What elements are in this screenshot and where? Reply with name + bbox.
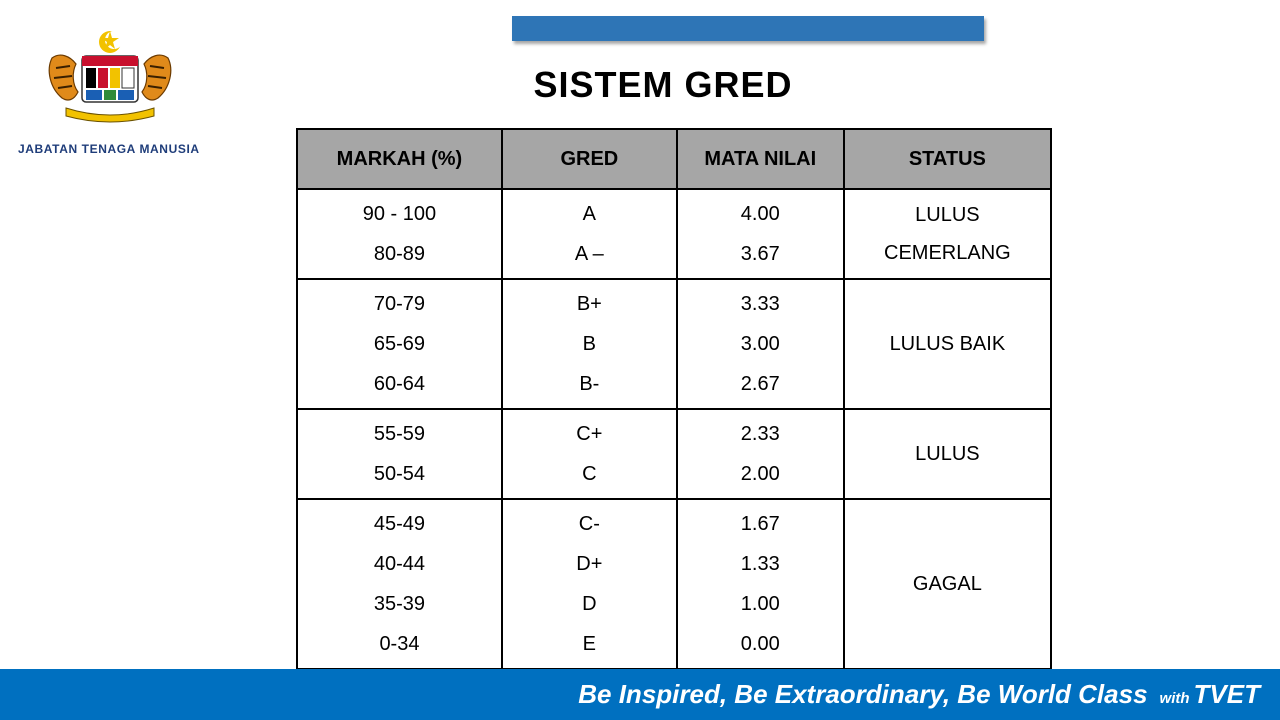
mata-value: 2.67 <box>740 373 780 395</box>
gred-cell: B+ B B- <box>500 278 678 410</box>
markah-value: 40-44 <box>373 553 426 575</box>
page-title: SISTEM GRED <box>533 64 793 105</box>
gred-cell: A A – <box>500 188 678 280</box>
mata-value: 1.67 <box>740 513 780 535</box>
markah-cell: 55-59 50-54 <box>296 408 503 500</box>
gred-value: B+ <box>576 293 602 315</box>
mata-value: 2.00 <box>740 463 780 485</box>
markah-value: 90 - 100 <box>362 203 437 225</box>
gred-cell: C- D+ D E <box>500 498 678 670</box>
gred-value: D <box>582 593 597 615</box>
grade-group-row: 70-79 65-69 60-64 B+ B B- 3.33 3.00 2.67 <box>296 278 1053 410</box>
mata-value: 0.00 <box>740 633 780 655</box>
status-cell: LULUS BAIK <box>842 278 1053 410</box>
mata-value: 1.33 <box>740 553 780 575</box>
gred-cell: C+ C <box>500 408 678 500</box>
slogan: Be Inspired, Be Extraordinary, Be World … <box>578 679 1260 710</box>
org-name: JABATAN TENAGA MANUSIA <box>18 142 200 156</box>
status-cell: LULUS CEMERLANG <box>842 188 1053 280</box>
mata-value: 2.33 <box>740 423 780 445</box>
markah-value: 35-39 <box>373 593 426 615</box>
gred-value: A <box>582 203 597 225</box>
markah-cell: 70-79 65-69 60-64 <box>296 278 503 410</box>
grade-group-row: 90 - 100 80-89 A A – 4.00 3.67 LULUS <box>296 188 1053 280</box>
slogan-text: Be Inspired, Be Extraordinary, Be World … <box>578 679 1148 709</box>
coat-of-arms-icon <box>48 31 172 123</box>
footer-bar: Be Inspired, Be Extraordinary, Be World … <box>0 669 1280 720</box>
mata-cell: 1.67 1.33 1.00 0.00 <box>675 498 845 670</box>
header-status: STATUS <box>842 128 1053 190</box>
gred-value: C+ <box>576 423 603 445</box>
status-value: CEMERLANG <box>884 242 1011 264</box>
status-cell: LULUS <box>842 408 1053 500</box>
mata-value: 3.33 <box>740 293 780 315</box>
status-value: LULUS <box>915 443 980 465</box>
slogan-brand: TVET <box>1193 679 1260 709</box>
mata-value: 3.00 <box>740 333 780 355</box>
gred-value: B- <box>579 373 600 395</box>
status-value: GAGAL <box>912 573 982 595</box>
gred-value: C <box>582 463 597 485</box>
gred-value: A – <box>574 243 604 265</box>
status-cell: GAGAL <box>842 498 1053 670</box>
accent-bar <box>512 16 984 41</box>
markah-value: 50-54 <box>373 463 426 485</box>
header-gred: GRED <box>500 128 678 190</box>
status-value: LULUS <box>915 204 980 226</box>
gred-value: D+ <box>576 553 603 575</box>
grade-group-row: 45-49 40-44 35-39 0-34 C- D+ D E 1.67 1.… <box>296 498 1053 670</box>
mata-value: 4.00 <box>740 203 780 225</box>
mata-cell: 2.33 2.00 <box>675 408 845 500</box>
mata-cell: 3.33 3.00 2.67 <box>675 278 845 410</box>
markah-value: 45-49 <box>373 513 426 535</box>
markah-value: 0-34 <box>379 633 420 655</box>
mata-value: 3.67 <box>740 243 780 265</box>
gred-value: C- <box>578 513 600 535</box>
header-mata-nilai: MATA NILAI <box>675 128 845 190</box>
mata-value: 1.00 <box>740 593 780 615</box>
status-value: LULUS BAIK <box>889 333 1006 355</box>
markah-value: 70-79 <box>373 293 426 315</box>
markah-cell: 90 - 100 80-89 <box>296 188 503 280</box>
gred-value: E <box>582 633 597 655</box>
slogan-with: with <box>1159 690 1190 707</box>
mata-cell: 4.00 3.67 <box>675 188 845 280</box>
gred-value: B <box>582 333 597 355</box>
markah-cell: 45-49 40-44 35-39 0-34 <box>296 498 503 670</box>
markah-value: 80-89 <box>373 243 426 265</box>
markah-value: 55-59 <box>373 423 426 445</box>
header-markah: MARKAH (%) <box>296 128 503 190</box>
table-header-row: MARKAH (%) GRED MATA NILAI STATUS <box>296 128 1053 190</box>
grade-group-row: 55-59 50-54 C+ C 2.33 2.00 LULUS <box>296 408 1053 500</box>
grade-table: MARKAH (%) GRED MATA NILAI STATUS 90 - 1… <box>296 128 1053 670</box>
markah-value: 65-69 <box>373 333 426 355</box>
markah-value: 60-64 <box>373 373 426 395</box>
